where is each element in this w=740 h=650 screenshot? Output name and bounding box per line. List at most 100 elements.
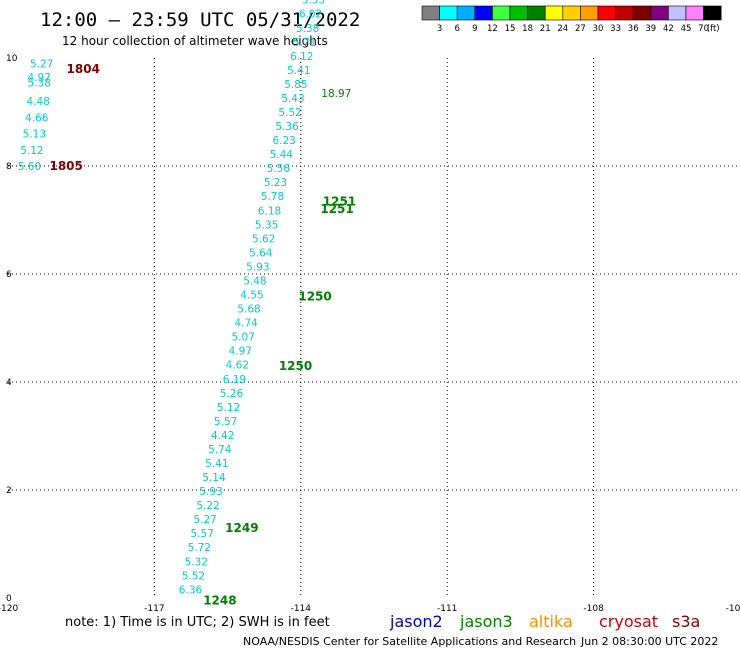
color-scale-legend: 3 6 9 12 15 18 21 24 27 30 33 36 39 42 45 70(ft): [421, 5, 722, 34]
swh-value: 5.93: [246, 261, 269, 273]
satellite-jason3: jason3: [459, 612, 513, 631]
y-tick-label: 4: [6, 378, 12, 388]
swh-value: 5.27: [193, 514, 216, 526]
swh-value: 5.26: [220, 388, 244, 400]
legend-swatch: [421, 5, 440, 21]
legend-swatch: [509, 5, 528, 21]
legend-label: 15: [505, 24, 516, 34]
y-tick-label: 6: [6, 270, 12, 280]
swh-values: 6.36 5.52 5.32 5.72 5.57 5.27 5.22 5.93 5.14 5.41…: [18, 0, 352, 596]
swh-value: 5.93: [199, 486, 222, 498]
swh-value: 5.12: [217, 402, 240, 414]
x-tick-label: -114: [291, 604, 312, 614]
pass-number: 1249: [225, 521, 258, 535]
pass-number: 1804: [67, 62, 100, 76]
swh-value: 5.44: [270, 149, 294, 161]
pass-number: 1805: [49, 159, 82, 173]
x-tick-label: -10: [726, 604, 740, 614]
legend-label: 6: [454, 24, 459, 34]
x-tick-label: -108: [583, 604, 604, 614]
units-note: note: 1) Time is in UTC; 2) SWH is in fe…: [65, 615, 330, 630]
swh-value: 5.41: [205, 458, 228, 470]
swh-value: 5.36: [275, 121, 299, 133]
swh-value: 5.60: [18, 161, 41, 173]
legend-swatch: [456, 5, 476, 21]
swh-value: 4.62: [226, 360, 249, 372]
satellite-jason2: jason2: [389, 612, 443, 631]
satellite-s3a: s3a: [672, 612, 700, 631]
swh-value: 5.57: [191, 528, 214, 540]
swh-value: 6.19: [223, 374, 246, 386]
legend-swatch: [474, 5, 493, 21]
swh-value: 5.78: [261, 191, 284, 203]
satellite-legend: jason2 jason3 altika cryosat s3a: [389, 612, 700, 631]
swh-value: 4.74: [234, 318, 258, 330]
legend-unit: (ft): [707, 24, 720, 34]
legend-swatch: [668, 5, 687, 21]
swh-value: 4.97: [28, 72, 51, 84]
swh-value: 5.74: [208, 444, 232, 456]
swh-value: 4.42: [211, 430, 234, 442]
swh-value: 6.36: [179, 584, 203, 596]
legend-label: 33: [610, 24, 621, 34]
swh-value: 5.71: [293, 37, 316, 49]
swh-value: 5.35: [255, 219, 278, 231]
legend-label: 45: [681, 24, 692, 34]
swh-value: 5.64: [249, 247, 273, 259]
page-title: 12:00 – 23:59 UTC 05/31/2022: [40, 9, 360, 31]
legend-label: 39: [645, 24, 656, 34]
swh-value: 5.23: [264, 177, 287, 189]
legend-label: 18: [522, 24, 533, 34]
swh-value: 5.62: [252, 233, 275, 245]
legend-swatch: [527, 5, 546, 21]
pass-number: 1251: [320, 202, 353, 216]
swh-value: 6.18: [258, 205, 281, 217]
swh-value: 5.57: [214, 416, 237, 428]
legend-label: 9: [472, 24, 477, 34]
axis-ticks: -120 -117 -114 -111 -108 -10 0 2 4 6 8 10: [0, 54, 740, 614]
swh-value: 4.48: [27, 96, 50, 108]
swh-value: 4.97: [229, 346, 252, 358]
swh-value: 5.52: [182, 570, 205, 582]
swh-value: 5.68: [237, 304, 260, 316]
legend-swatch: [615, 5, 634, 21]
swh-value: 5.38: [296, 23, 319, 35]
x-tick-label: -111: [437, 604, 457, 614]
pass-number: 1250: [279, 359, 312, 373]
swh-value: 5.22: [196, 500, 219, 512]
swh-value: 6.02: [299, 9, 322, 21]
legend-swatch: [580, 5, 599, 21]
legend-swatch: [439, 5, 458, 21]
legend-swatch: [597, 5, 616, 21]
swh-value: 5.72: [188, 542, 211, 554]
legend-label: 21: [540, 24, 551, 34]
pass-number: 1251: [323, 195, 356, 209]
legend-label: 70: [698, 24, 709, 34]
y-tick-label: 8: [6, 162, 12, 172]
legend-label: 36: [628, 24, 639, 34]
legend-swatch: [650, 5, 669, 21]
swh-value: 5.32: [185, 556, 208, 568]
swh-value: 6.12: [290, 51, 313, 63]
swh-value: 5.85: [284, 79, 307, 91]
swh-value: 5.38: [28, 77, 51, 89]
y-tick-label: 0: [6, 594, 12, 604]
legend-swatch: [632, 5, 652, 21]
swh-value: 4.66: [25, 112, 49, 124]
pass-number: 1248: [203, 594, 236, 608]
swh-value: 5.07: [232, 332, 255, 344]
satellite-cryosat: cryosat: [599, 612, 658, 631]
legend-label: 30: [593, 24, 604, 34]
legend-swatch: [492, 5, 511, 21]
satellite-altika: altika: [529, 612, 573, 631]
swh-value: 5.55: [302, 0, 325, 7]
pass-number: 1250: [298, 290, 331, 304]
swh-value: 5.48: [243, 275, 266, 287]
swh-value: 5.14: [202, 472, 226, 484]
legend-swatch: [703, 5, 722, 21]
y-tick-label: 2: [6, 486, 12, 496]
legend-label: 12: [487, 24, 498, 34]
swh-value: 6.23: [272, 135, 295, 147]
